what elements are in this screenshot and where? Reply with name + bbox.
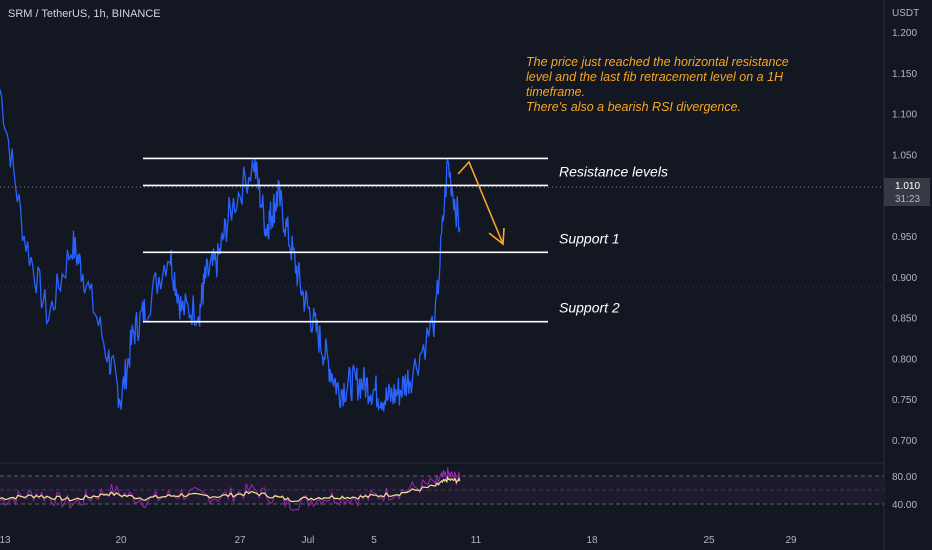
currency-label: USDT: [892, 8, 919, 19]
note-line: level and the last fib retracement level…: [526, 70, 784, 84]
y-tick-label: 1.200: [892, 28, 917, 39]
y-tick-label: 0.950: [892, 232, 917, 243]
level-label: Support 1: [559, 230, 620, 246]
y-tick-label: 1.050: [892, 150, 917, 161]
x-tick-label: 18: [586, 535, 598, 546]
rsi-tick-label: 40.00: [892, 500, 917, 511]
forecast-arrow[interactable]: [457, 160, 504, 245]
price-series-line: [0, 89, 461, 412]
current-price-value: 1.010: [895, 181, 920, 192]
x-tick-label: 5: [371, 535, 377, 546]
current-price-badge: 1.010 31:23: [884, 178, 930, 206]
x-tick-label: Jul: [302, 535, 315, 546]
x-tick-label: 13: [0, 535, 11, 546]
y-tick-label: 0.900: [892, 273, 917, 284]
note-line: timeframe.: [526, 85, 586, 99]
y-tick-label: 1.150: [892, 69, 917, 80]
y-tick-label: 0.700: [892, 436, 917, 447]
y-tick-label: 0.850: [892, 314, 917, 325]
y-tick-label: 0.750: [892, 395, 917, 406]
x-tick-label: 11: [471, 535, 482, 546]
y-tick-label: 0.800: [892, 354, 917, 365]
rsi-ma-line: [0, 475, 461, 503]
level-label: Resistance levels: [559, 163, 668, 179]
level-label: Support 2: [559, 300, 620, 316]
x-tick-label: 27: [234, 535, 246, 546]
x-tick-label: 29: [785, 535, 797, 546]
rsi-tick-label: 80.00: [892, 472, 917, 483]
countdown-timer: 31:23: [895, 194, 920, 205]
symbol-title: SRM / TetherUS, 1h, BINANCE: [8, 8, 161, 20]
note-line: The price just reached the horizontal re…: [526, 55, 789, 69]
forecast-arrowhead: [488, 227, 505, 246]
analysis-note: The price just reached the horizontal re…: [526, 55, 816, 115]
x-tick-label: 20: [115, 535, 127, 546]
y-tick-label: 1.100: [892, 110, 917, 121]
note-line: There's also a bearish RSI divergence.: [526, 100, 741, 114]
x-tick-label: 25: [703, 535, 715, 546]
